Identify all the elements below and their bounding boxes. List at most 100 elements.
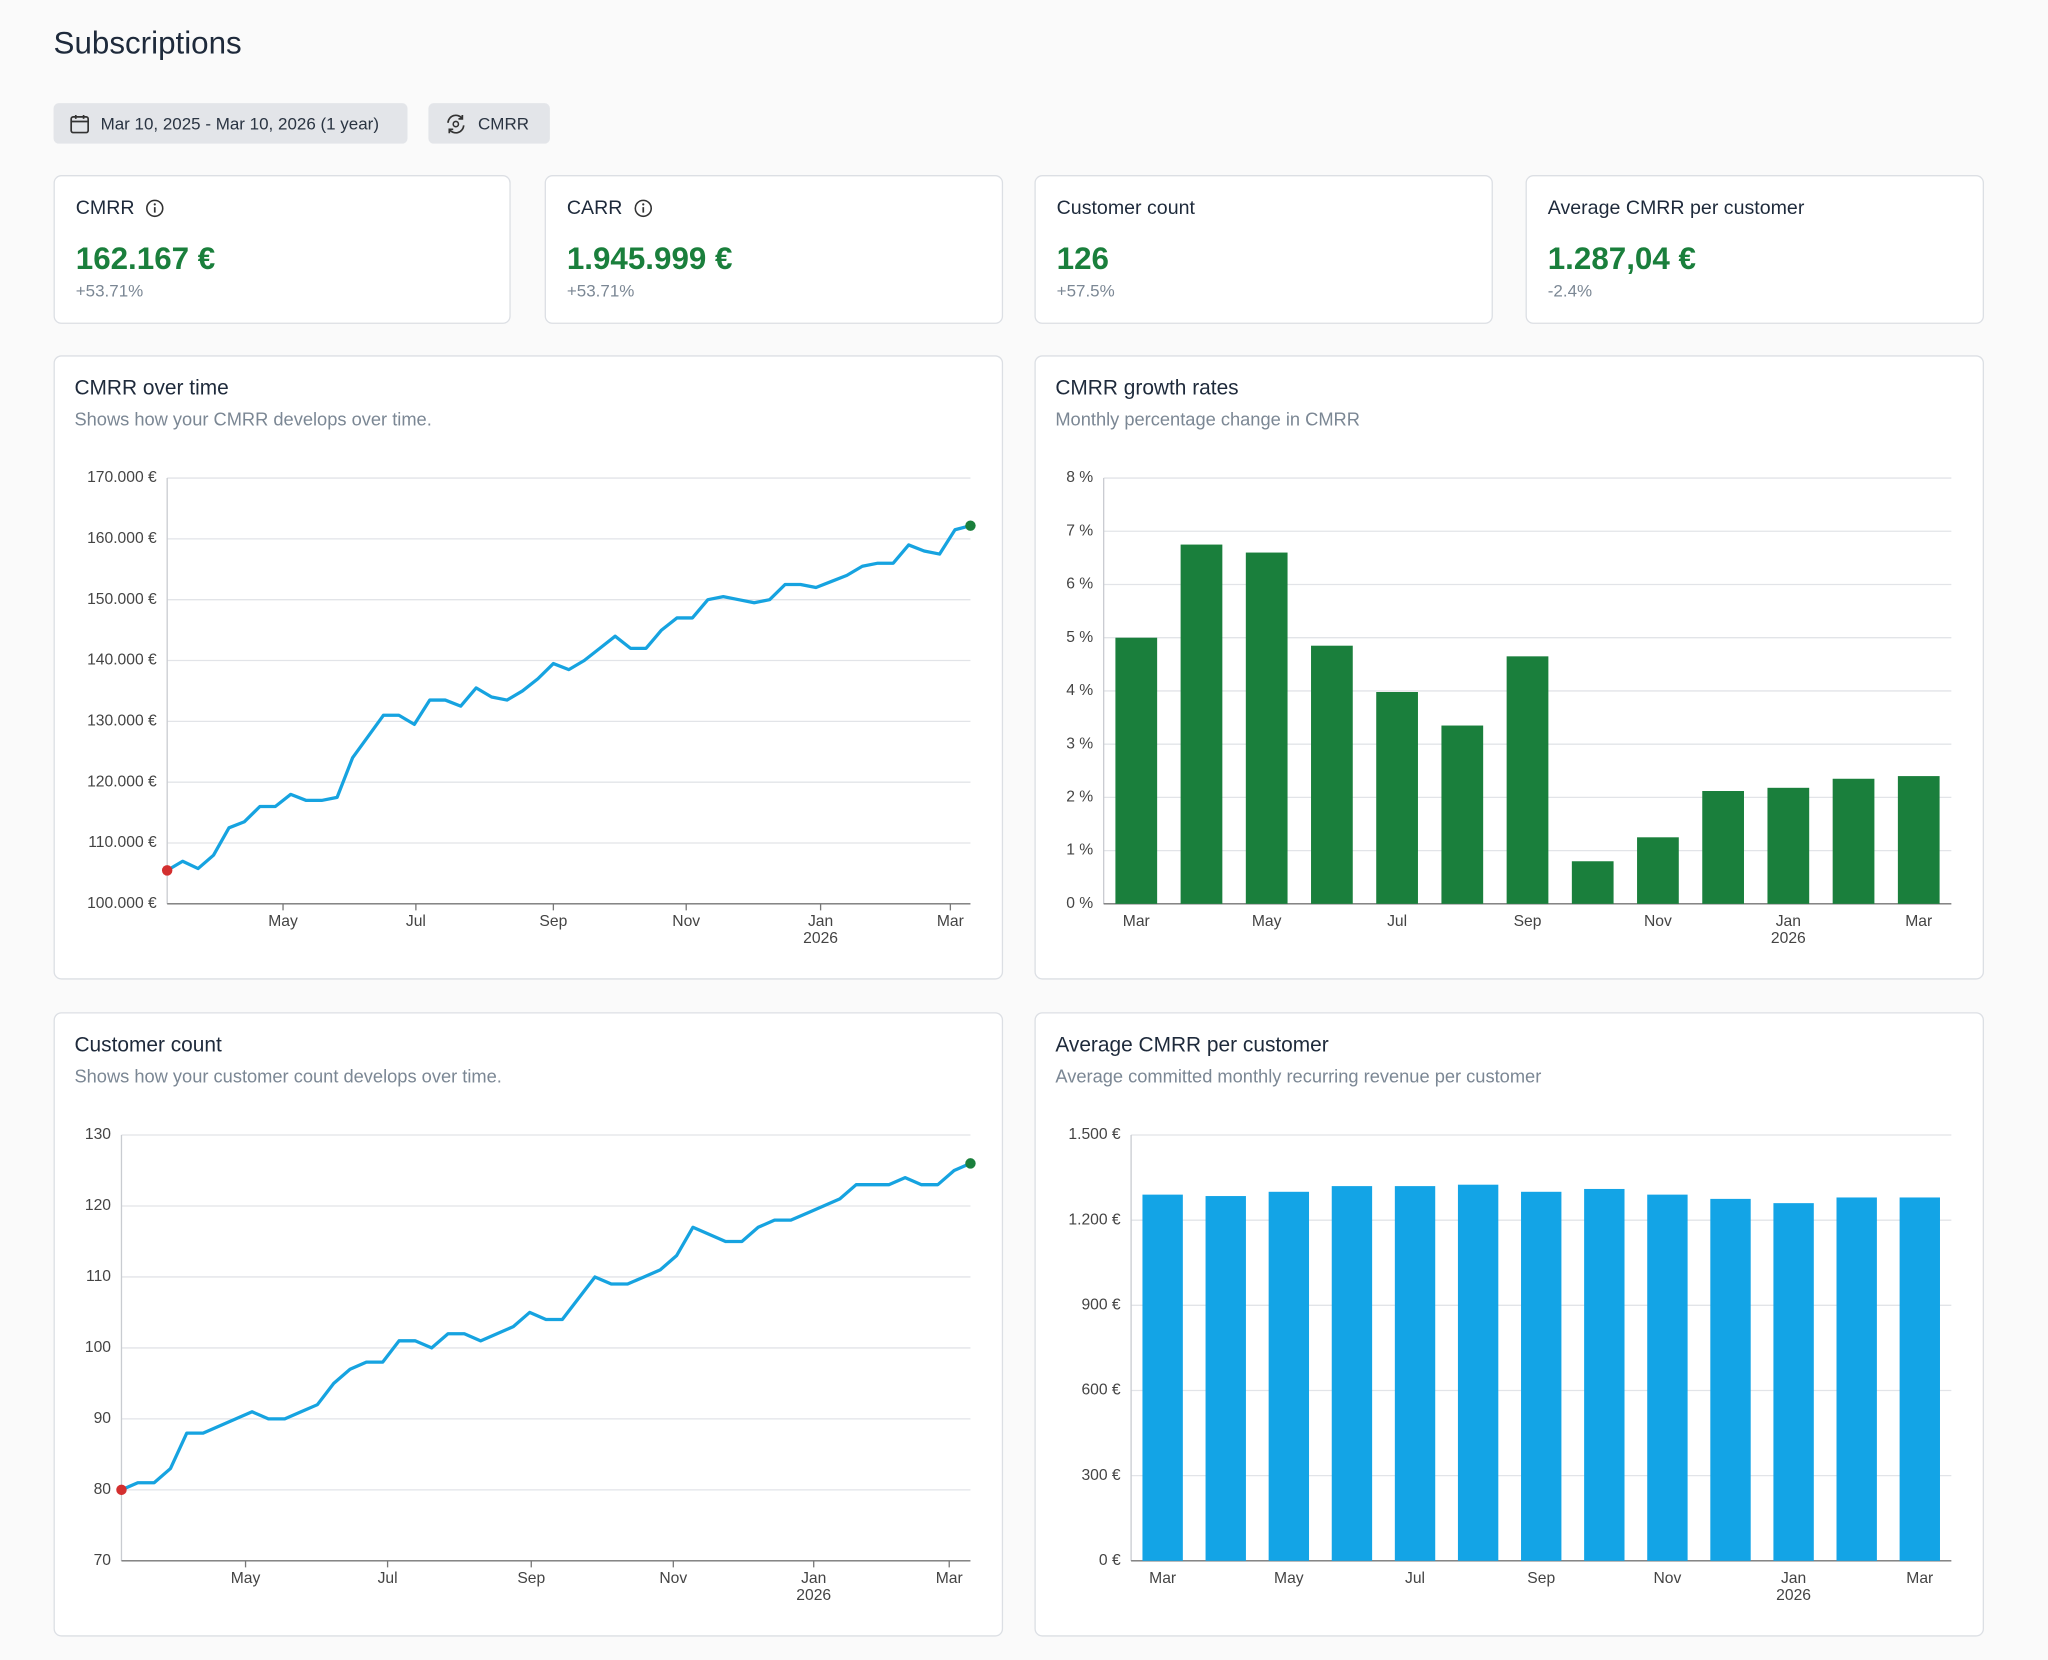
kpi-change: +53.71% bbox=[566, 280, 635, 301]
data-line bbox=[166, 524, 971, 872]
bar bbox=[1899, 1197, 1940, 1561]
kpi-value: 1.287,04 € bbox=[1547, 241, 1696, 277]
bar bbox=[1710, 1198, 1751, 1561]
bar bbox=[1637, 837, 1679, 904]
x-tick-label: Nov bbox=[659, 1570, 687, 1587]
x-tick-label: May bbox=[231, 1570, 261, 1587]
kpi-label: Customer count bbox=[1057, 197, 1195, 219]
x-tick-label: Nov bbox=[1653, 1570, 1681, 1587]
chart-card: Customer count Shows how your customer co… bbox=[53, 1012, 1004, 1637]
chart: CMRR growth rates Monthly percentage chan… bbox=[1055, 377, 1952, 947]
y-tick-label: 170.000 € bbox=[87, 469, 157, 486]
x-tick-label: Jan bbox=[801, 1570, 826, 1587]
kpi-change: +57.5% bbox=[1056, 280, 1115, 301]
y-tick-label: 70 bbox=[94, 1552, 112, 1569]
x-tick-label: Mar bbox=[1123, 913, 1150, 930]
x-tick-label: Mar bbox=[1905, 913, 1932, 930]
date-range-label: Mar 10, 2025 - Mar 10, 2026 (1 year) bbox=[100, 113, 379, 134]
x-tick-label: May bbox=[268, 913, 298, 930]
page-title: Subscriptions bbox=[53, 26, 242, 62]
bar bbox=[1584, 1188, 1625, 1561]
x-tick-label: Jul bbox=[1387, 913, 1407, 930]
info-dot bbox=[153, 203, 156, 206]
y-tick-label: 4 % bbox=[1066, 682, 1093, 699]
y-tick-label: 900 € bbox=[1081, 1296, 1120, 1313]
kpi-card: Average CMRR per customer 1.287,04 € -2.4% bbox=[1525, 175, 1984, 324]
kpi-change: +53.71% bbox=[75, 280, 144, 301]
bar bbox=[1457, 1184, 1499, 1561]
chart-card: CMRR over time Shows how your CMRR develo… bbox=[53, 355, 1004, 980]
chart-title: CMRR growth rates bbox=[1055, 377, 1238, 400]
bar bbox=[1521, 1191, 1562, 1561]
x-tick-label: Nov bbox=[672, 913, 700, 930]
y-tick-label: 6 % bbox=[1066, 576, 1093, 593]
kpi-label-text: Average CMRR per customer bbox=[1547, 197, 1805, 220]
y-tick-label: 120.000 € bbox=[87, 773, 157, 790]
bar bbox=[1571, 861, 1614, 904]
y-tick-label: 0 % bbox=[1066, 895, 1093, 912]
data-line bbox=[120, 1161, 972, 1492]
start-marker bbox=[161, 865, 173, 876]
x-year-label: 2026 bbox=[796, 1587, 831, 1604]
info-icon[interactable] bbox=[633, 199, 653, 219]
bar bbox=[1142, 1194, 1183, 1561]
bar bbox=[1647, 1194, 1688, 1561]
x-tick-label: Jul bbox=[406, 913, 426, 930]
y-tick-label: 300 € bbox=[1081, 1467, 1120, 1484]
x-tick-label: May bbox=[1274, 1570, 1304, 1587]
y-tick-label: 110 bbox=[86, 1268, 111, 1285]
chart-title: CMRR over time bbox=[74, 377, 228, 400]
info-circle bbox=[633, 199, 652, 218]
bar bbox=[1773, 1203, 1814, 1561]
chart: Customer count Shows how your customer co… bbox=[74, 1034, 976, 1604]
chart-title: Average CMRR per customer bbox=[1055, 1034, 1328, 1057]
chart-card: CMRR growth rates Monthly percentage chan… bbox=[1034, 355, 1984, 980]
y-tick-label: 80 bbox=[94, 1481, 112, 1498]
bar bbox=[1311, 645, 1353, 904]
y-tick-label: 600 € bbox=[1081, 1382, 1120, 1399]
x-tick-label: Jan bbox=[808, 913, 833, 930]
y-tick-label: 130.000 € bbox=[87, 712, 157, 729]
y-tick-label: 2 % bbox=[1066, 789, 1093, 806]
x-tick-label: Sep bbox=[1527, 1570, 1555, 1587]
info-circle bbox=[146, 199, 164, 218]
y-tick-label: 90 bbox=[94, 1410, 112, 1427]
bar bbox=[1394, 1186, 1436, 1561]
end-marker bbox=[965, 520, 976, 531]
y-tick-label: 150.000 € bbox=[87, 591, 157, 608]
y-tick-label: 100 bbox=[85, 1339, 111, 1356]
bar bbox=[1180, 544, 1223, 904]
y-tick-label: 1 % bbox=[1066, 842, 1093, 859]
info-icon[interactable] bbox=[145, 199, 165, 219]
x-tick-label: Jul bbox=[378, 1570, 398, 1587]
start-marker bbox=[116, 1484, 127, 1496]
x-tick-label: Sep bbox=[517, 1570, 545, 1587]
kpi-card: CMRR 162.167 € +53.71% bbox=[53, 175, 511, 324]
x-tick-label: Sep bbox=[539, 913, 567, 930]
bar bbox=[1115, 637, 1158, 904]
x-tick-label: Mar bbox=[937, 913, 964, 930]
bar bbox=[1245, 552, 1288, 904]
chart-subtitle: Monthly percentage change in CMRR bbox=[1055, 408, 1360, 429]
sync-icon bbox=[447, 113, 465, 133]
x-tick-label: Mar bbox=[1906, 1570, 1933, 1587]
bar bbox=[1832, 778, 1875, 904]
kpi-value: 126 bbox=[1056, 241, 1109, 277]
kpi-change: -2.4% bbox=[1547, 280, 1593, 301]
x-tick-label: Mar bbox=[1149, 1570, 1176, 1587]
kpi-label: Average CMRR per customer bbox=[1548, 197, 1805, 219]
y-tick-label: 160.000 € bbox=[87, 530, 157, 547]
metric-label: CMRR bbox=[478, 113, 529, 134]
x-tick-label: May bbox=[1252, 913, 1282, 930]
bar bbox=[1441, 725, 1484, 904]
y-tick-label: 8 % bbox=[1066, 469, 1093, 486]
end-marker bbox=[965, 1158, 976, 1169]
kpi-card: CARR 1.945.999 € +53.71% bbox=[544, 175, 1004, 324]
bar bbox=[1205, 1196, 1246, 1561]
kpi-label-text: CARR bbox=[566, 197, 623, 220]
y-tick-label: 3 % bbox=[1066, 735, 1093, 752]
y-tick-label: 100.000 € bbox=[87, 895, 157, 912]
metric-button[interactable]: CMRR bbox=[428, 103, 550, 144]
date-range-button[interactable]: Mar 10, 2025 - Mar 10, 2026 (1 year) bbox=[53, 103, 408, 144]
bar bbox=[1268, 1191, 1310, 1561]
